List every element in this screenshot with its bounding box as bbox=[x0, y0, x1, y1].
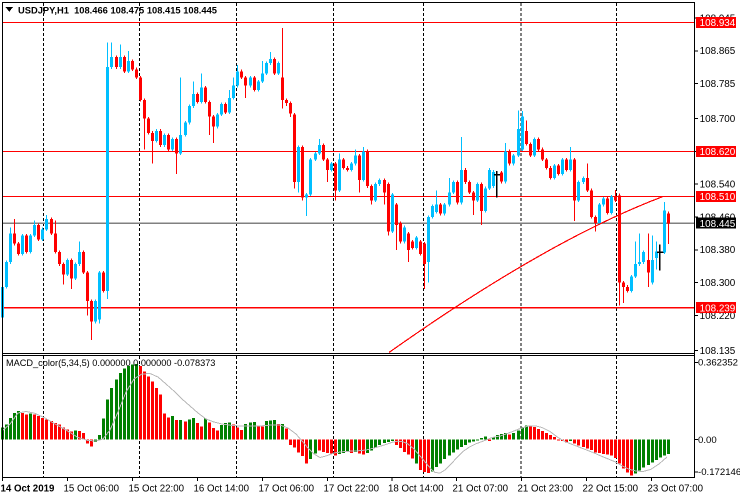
svg-text:15 Oct 22:00: 15 Oct 22:00 bbox=[129, 484, 185, 495]
svg-text:108.785: 108.785 bbox=[700, 79, 736, 90]
svg-text:22 Oct 15:00: 22 Oct 15:00 bbox=[583, 484, 639, 495]
svg-text:14 Oct 2019: 14 Oct 2019 bbox=[1, 484, 55, 495]
svg-text:108.865: 108.865 bbox=[700, 46, 736, 57]
svg-text:17 Oct 06:00: 17 Oct 06:00 bbox=[259, 484, 315, 495]
svg-text:108.540: 108.540 bbox=[700, 180, 736, 191]
svg-text:USDJPY,H1 108.466 108.475 108: USDJPY,H1 108.466 108.475 108.415 108.44… bbox=[18, 6, 217, 16]
svg-text:108.700: 108.700 bbox=[700, 114, 736, 125]
svg-text:17 Oct 22:00: 17 Oct 22:00 bbox=[324, 484, 380, 495]
svg-text:108.300: 108.300 bbox=[700, 278, 736, 289]
svg-text:108.220: 108.220 bbox=[700, 311, 736, 322]
svg-text:0.362352: 0.362352 bbox=[698, 358, 738, 369]
svg-text:108.934: 108.934 bbox=[700, 18, 736, 29]
svg-text:15 Oct 06:00: 15 Oct 06:00 bbox=[64, 484, 120, 495]
svg-text:108.510: 108.510 bbox=[700, 192, 736, 203]
svg-text:108.380: 108.380 bbox=[700, 245, 736, 256]
svg-text:108.239: 108.239 bbox=[700, 303, 736, 314]
svg-text:108.445: 108.445 bbox=[700, 219, 736, 230]
svg-text:18 Oct 14:00: 18 Oct 14:00 bbox=[388, 484, 444, 495]
svg-text:21 Oct 23:00: 21 Oct 23:00 bbox=[518, 484, 574, 495]
svg-text:21 Oct 07:00: 21 Oct 07:00 bbox=[453, 484, 509, 495]
svg-text:MACD_color(5,34,5) 0.000000 0.: MACD_color(5,34,5) 0.000000 0.000000 -0.… bbox=[6, 358, 215, 368]
svg-text:108.620: 108.620 bbox=[700, 147, 736, 158]
svg-text:-0.172146: -0.172146 bbox=[698, 467, 740, 478]
svg-text:108.135: 108.135 bbox=[700, 346, 736, 357]
svg-text:0.00: 0.00 bbox=[698, 435, 717, 446]
svg-text:16 Oct 14:00: 16 Oct 14:00 bbox=[194, 484, 250, 495]
svg-text:23 Oct 07:00: 23 Oct 07:00 bbox=[648, 484, 704, 495]
